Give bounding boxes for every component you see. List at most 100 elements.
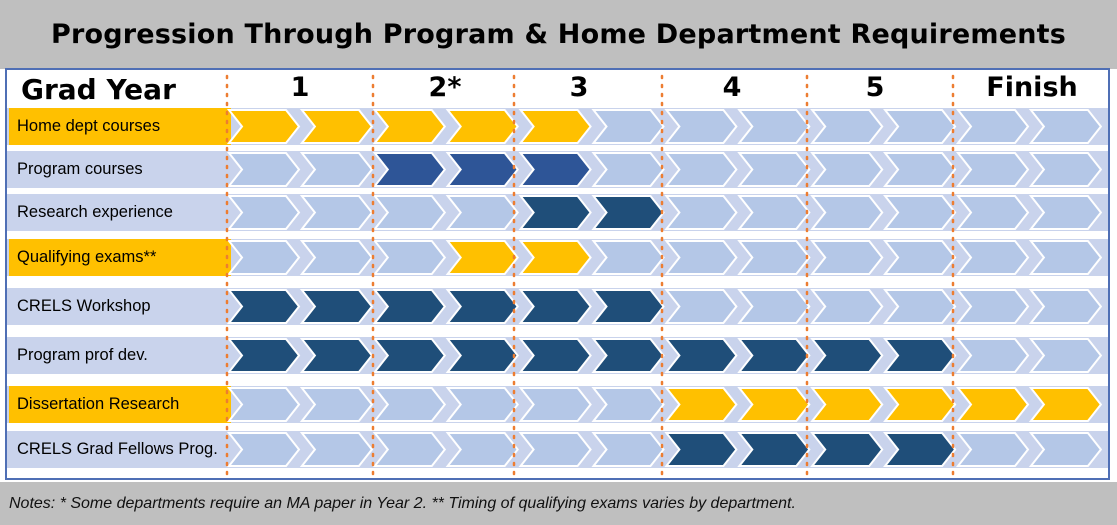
chevron-none bbox=[1028, 152, 1103, 187]
chevron-navy bbox=[810, 432, 884, 467]
chevron-none bbox=[299, 432, 374, 467]
page-title: Progression Through Program & Home Depar… bbox=[50, 19, 1067, 50]
chevron-none bbox=[1028, 338, 1103, 373]
chevron-gold bbox=[810, 387, 884, 422]
chevron-none bbox=[955, 152, 1030, 187]
chevron-none bbox=[1028, 109, 1103, 144]
chevron-navy bbox=[883, 432, 957, 467]
row-label-program-courses: Program courses bbox=[9, 151, 231, 188]
chevron-none bbox=[810, 152, 884, 187]
chevron-none bbox=[955, 195, 1030, 230]
chevron-none bbox=[955, 240, 1030, 275]
title-bar: Progression Through Program & Home Depar… bbox=[0, 0, 1117, 69]
chevron-navy bbox=[518, 195, 592, 230]
chevron-gold bbox=[445, 240, 519, 275]
chevron-blue bbox=[445, 152, 519, 187]
row-label-crels-grad-fellows: CRELS Grad Fellows Prog. bbox=[9, 431, 231, 468]
chevron-none bbox=[1028, 195, 1103, 230]
chevron-none bbox=[664, 289, 738, 324]
row-label-research-experience: Research experience bbox=[9, 194, 231, 231]
chevron-none bbox=[372, 240, 447, 275]
chevron-none bbox=[810, 195, 884, 230]
chevron-navy bbox=[810, 338, 884, 373]
chevron-none bbox=[664, 240, 738, 275]
chevron-navy bbox=[226, 338, 301, 373]
chevron-none bbox=[591, 387, 665, 422]
chevron-navy bbox=[737, 432, 811, 467]
chevron-none bbox=[810, 240, 884, 275]
chevron-blue bbox=[518, 152, 592, 187]
chevron-none bbox=[445, 195, 519, 230]
chevron-none bbox=[591, 432, 665, 467]
chevron-none bbox=[299, 240, 374, 275]
chevron-navy bbox=[299, 289, 374, 324]
chevron-gold bbox=[299, 109, 374, 144]
chevron-none bbox=[372, 387, 447, 422]
grad-year-header: Grad Year bbox=[21, 73, 176, 106]
chevron-none bbox=[299, 195, 374, 230]
chevron-none bbox=[299, 387, 374, 422]
chevron-none bbox=[883, 240, 957, 275]
chevron-none bbox=[810, 289, 884, 324]
year-header-2: 2* bbox=[428, 72, 462, 103]
chevron-none bbox=[955, 432, 1030, 467]
chevron-gold bbox=[1028, 387, 1103, 422]
chevron-none bbox=[445, 432, 519, 467]
row-label-program-prof-dev: Program prof dev. bbox=[9, 337, 231, 374]
year-header-4: 4 bbox=[722, 72, 742, 103]
chevron-none bbox=[737, 240, 811, 275]
chevron-none bbox=[737, 289, 811, 324]
chevron-none bbox=[737, 152, 811, 187]
chevron-none bbox=[737, 195, 811, 230]
chevron-blue bbox=[372, 152, 447, 187]
chevron-gold bbox=[372, 109, 447, 144]
year-header-3: 3 bbox=[569, 72, 589, 103]
chevron-navy bbox=[591, 195, 665, 230]
row-label-qualifying-exams: Qualifying exams** bbox=[9, 239, 231, 276]
year-header-finish: Finish bbox=[986, 72, 1078, 103]
chevron-none bbox=[664, 152, 738, 187]
row-label-home-dept-courses: Home dept courses bbox=[9, 108, 231, 145]
row-label-dissertation-research: Dissertation Research bbox=[9, 386, 231, 423]
requirements-diagram: Grad Year 1 2* 3 4 5 Finish Home dept co… bbox=[5, 68, 1110, 480]
chevron-navy bbox=[591, 289, 665, 324]
chevron-gold bbox=[737, 387, 811, 422]
chevron-navy bbox=[445, 289, 519, 324]
chevron-none bbox=[372, 432, 447, 467]
chevron-none bbox=[372, 195, 447, 230]
chevron-none bbox=[299, 152, 374, 187]
chevron-navy bbox=[737, 338, 811, 373]
chevron-none bbox=[664, 195, 738, 230]
chevron-none bbox=[1028, 240, 1103, 275]
chevron-gold bbox=[518, 240, 592, 275]
chevron-none bbox=[518, 387, 592, 422]
chevron-none bbox=[883, 152, 957, 187]
chevron-none bbox=[1028, 432, 1103, 467]
chevron-navy bbox=[299, 338, 374, 373]
chevron-none bbox=[955, 109, 1030, 144]
chevron-none bbox=[664, 109, 738, 144]
chevron-none bbox=[518, 432, 592, 467]
chevron-none bbox=[737, 109, 811, 144]
chevron-none bbox=[226, 152, 301, 187]
chevron-navy bbox=[591, 338, 665, 373]
chevron-none bbox=[883, 109, 957, 144]
chevron-none bbox=[591, 109, 665, 144]
chevron-none bbox=[445, 387, 519, 422]
chevron-gold bbox=[518, 109, 592, 144]
chevron-none bbox=[591, 240, 665, 275]
chevron-none bbox=[226, 240, 301, 275]
notes-bar: Notes: * Some departments require an MA … bbox=[0, 482, 1117, 525]
footnotes: Notes: * Some departments require an MA … bbox=[9, 494, 796, 512]
chevron-none bbox=[955, 289, 1030, 324]
chevron-navy bbox=[664, 432, 738, 467]
chevron-none bbox=[1028, 289, 1103, 324]
year-header-1: 1 bbox=[290, 72, 310, 103]
chevron-none bbox=[226, 195, 301, 230]
chevron-navy bbox=[883, 338, 957, 373]
chevron-navy bbox=[518, 289, 592, 324]
chevron-none bbox=[810, 109, 884, 144]
chevron-navy bbox=[664, 338, 738, 373]
chevron-navy bbox=[518, 338, 592, 373]
chevron-none bbox=[226, 432, 301, 467]
